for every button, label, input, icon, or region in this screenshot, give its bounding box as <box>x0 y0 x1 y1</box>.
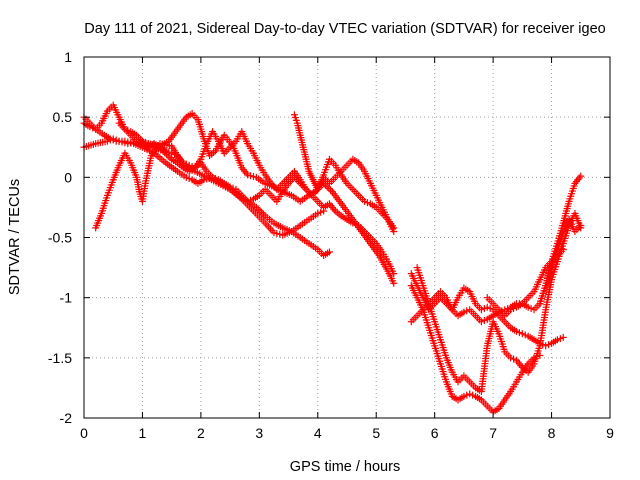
data-point-marker <box>577 172 585 180</box>
tick-labels: 0 1 2 3 4 5 6 7 8 9 1 0.5 0 -0.5 -1 -1.5 -2 <box>48 49 614 441</box>
x-tick-label: 2 <box>197 425 205 441</box>
x-tick-label: 7 <box>489 425 497 441</box>
x-tick-label: 3 <box>255 425 263 441</box>
data-point-marker <box>390 227 398 235</box>
series-arc-6 <box>290 111 398 235</box>
data-point-marker <box>325 248 333 256</box>
series-arc-10 <box>413 209 585 396</box>
data-point-marker <box>577 221 585 229</box>
x-tick-label: 8 <box>548 425 556 441</box>
data-point-marker <box>559 333 567 341</box>
data-point-marker <box>390 279 398 287</box>
y-tick-label: 1 <box>64 49 72 65</box>
series-arc-12 <box>536 172 585 308</box>
x-tick-label: 9 <box>606 425 614 441</box>
x-axis-title: GPS time / hours <box>290 459 400 475</box>
y-tick-label: -2 <box>60 410 73 426</box>
x-tick-label: 4 <box>314 425 322 441</box>
y-axis-title: SDTVAR / TECUs <box>7 179 23 295</box>
x-tick-label: 5 <box>372 425 380 441</box>
axis-ticks <box>83 56 611 419</box>
y-tick-label: 0.5 <box>53 109 73 125</box>
grid <box>84 57 610 418</box>
x-tick-label: 1 <box>139 425 147 441</box>
x-tick-label: 6 <box>431 425 439 441</box>
series-arc-11 <box>483 215 585 320</box>
y-tick-label: -0.5 <box>48 230 72 246</box>
chart-title: Day 111 of 2021, Sidereal Day-to-day VTE… <box>84 21 605 37</box>
y-tick-label: -1 <box>60 290 73 306</box>
data-point-marker <box>390 270 398 278</box>
x-tick-label: 0 <box>80 425 88 441</box>
y-tick-label: -1.5 <box>48 350 72 366</box>
series-arc-3 <box>80 113 333 260</box>
data-point-marker <box>327 186 335 194</box>
y-tick-label: 0 <box>64 169 72 185</box>
data-markers <box>80 101 585 416</box>
